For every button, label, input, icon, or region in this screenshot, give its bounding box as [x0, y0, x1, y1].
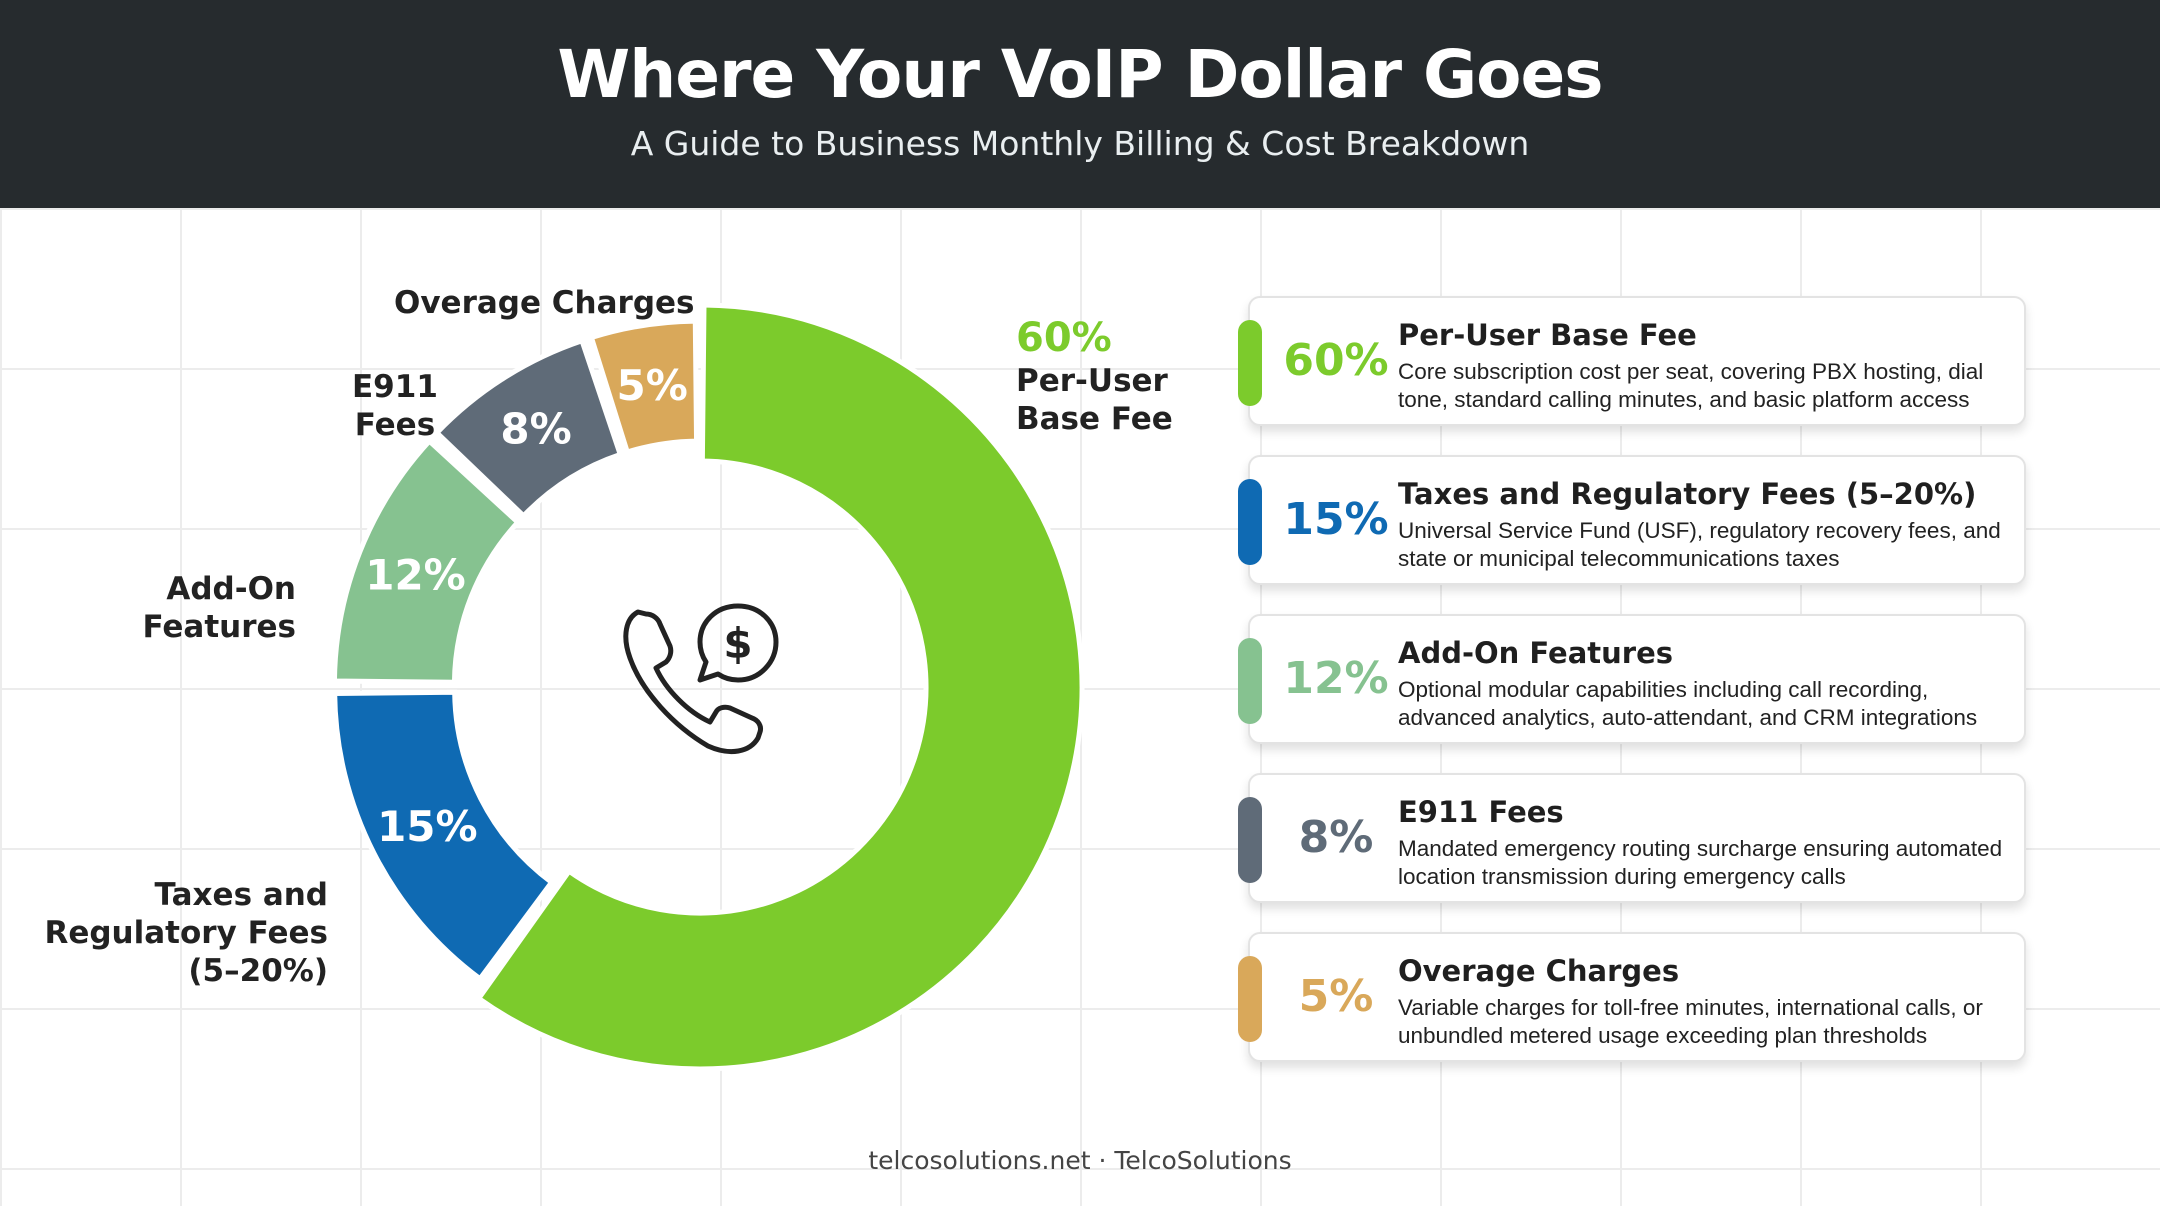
- legend-color-bar: [1238, 956, 1262, 1042]
- legend-pct: 5%: [1298, 971, 1374, 1022]
- legend-pct: 8%: [1298, 812, 1374, 863]
- legend-color-bar: [1238, 638, 1262, 724]
- legend-desc: Variable charges for toll-free minutes, …: [1398, 995, 1983, 1048]
- legend-title: E911 Fees: [1398, 795, 1564, 829]
- legend-color-bar: [1238, 479, 1262, 565]
- label-base-line2: Base Fee: [1016, 401, 1173, 437]
- label-base-pct: 60%: [1016, 315, 1112, 361]
- label-taxes-line3: (5–20%): [188, 953, 328, 989]
- label-addon-line1: Add-On: [166, 571, 296, 607]
- legend-title: Overage Charges: [1398, 954, 1680, 988]
- legend-pct: 15%: [1283, 494, 1389, 545]
- legend-card-e911: 8% E911 Fees Mandated emergency routing …: [1238, 773, 2026, 903]
- donut-chart: 15% 12% 8% 5%: [331, 302, 1085, 1072]
- legend-card-taxes: 15% Taxes and Regulatory Fees (5–20%) Un…: [1238, 455, 2026, 585]
- legend-desc: Core subscription cost per seat, coverin…: [1398, 359, 1984, 412]
- label-addon-line2: Features: [142, 609, 296, 645]
- page-title: Where Your VoIP Dollar Goes: [557, 36, 1603, 113]
- donut-slice-2: [332, 689, 556, 983]
- legend-card-base: 60% Per-User Base Fee Core subscription …: [1238, 296, 2026, 426]
- label-e911-line2: Fees: [354, 407, 436, 443]
- label-e911-line1: E911: [352, 369, 438, 405]
- label-taxes-line2: Regulatory Fees: [44, 915, 328, 951]
- legend-card-overage: 5% Overage Charges Variable charges for …: [1238, 932, 2026, 1062]
- legend-desc: Universal Service Fund (USF), regulatory…: [1398, 518, 2001, 571]
- legend-pct: 60%: [1283, 335, 1389, 386]
- legend-title: Add-On Features: [1398, 636, 1674, 670]
- donut-slice-1: [475, 302, 1085, 1072]
- svg-text:$: $: [723, 619, 752, 668]
- legend-card-addon: 12% Add-On Features Optional modular cap…: [1238, 614, 2026, 744]
- legend-desc: Mandated emergency routing surcharge ens…: [1398, 836, 2003, 889]
- label-addon: Add-On Features: [140, 570, 296, 646]
- label-taxes-line1: Taxes and: [154, 877, 328, 913]
- donut-slice-5: [588, 318, 700, 456]
- legend-title: Taxes and Regulatory Fees (5–20%): [1398, 477, 1977, 511]
- legend-color-bar: [1238, 320, 1262, 406]
- legend-color-bar: [1238, 797, 1262, 883]
- label-base-line1: Per-User: [1016, 363, 1168, 399]
- legend-title: Per-User Base Fee: [1398, 318, 1697, 352]
- legend-pct: 12%: [1283, 653, 1389, 704]
- donut-value-label-4: 8%: [500, 405, 571, 454]
- donut-value-label-3: 12%: [365, 550, 466, 599]
- footer-source: telcosolutions.net · TelcoSolutions: [868, 1146, 1292, 1175]
- phone-dollar-icon: $: [612, 596, 792, 776]
- label-e911: E911 Fees: [352, 368, 438, 444]
- label-overage-text: Overage Charges: [394, 285, 695, 321]
- legend-desc: Optional modular capabilities including …: [1398, 677, 1978, 730]
- page-subtitle: A Guide to Business Monthly Billing & Co…: [630, 124, 1530, 163]
- donut-slice-3: [331, 437, 522, 685]
- label-taxes: Taxes and Regulatory Fees (5–20%): [40, 876, 328, 990]
- donut-value-label-2: 15%: [377, 802, 478, 851]
- label-overage: Overage Charges: [394, 284, 695, 322]
- donut-value-label-5: 5%: [616, 361, 687, 410]
- header: Where Your VoIP Dollar Goes A Guide to B…: [0, 0, 2160, 208]
- donut-slice-4: [433, 337, 624, 520]
- label-base: 60% Per-User Base Fee: [1016, 314, 1173, 438]
